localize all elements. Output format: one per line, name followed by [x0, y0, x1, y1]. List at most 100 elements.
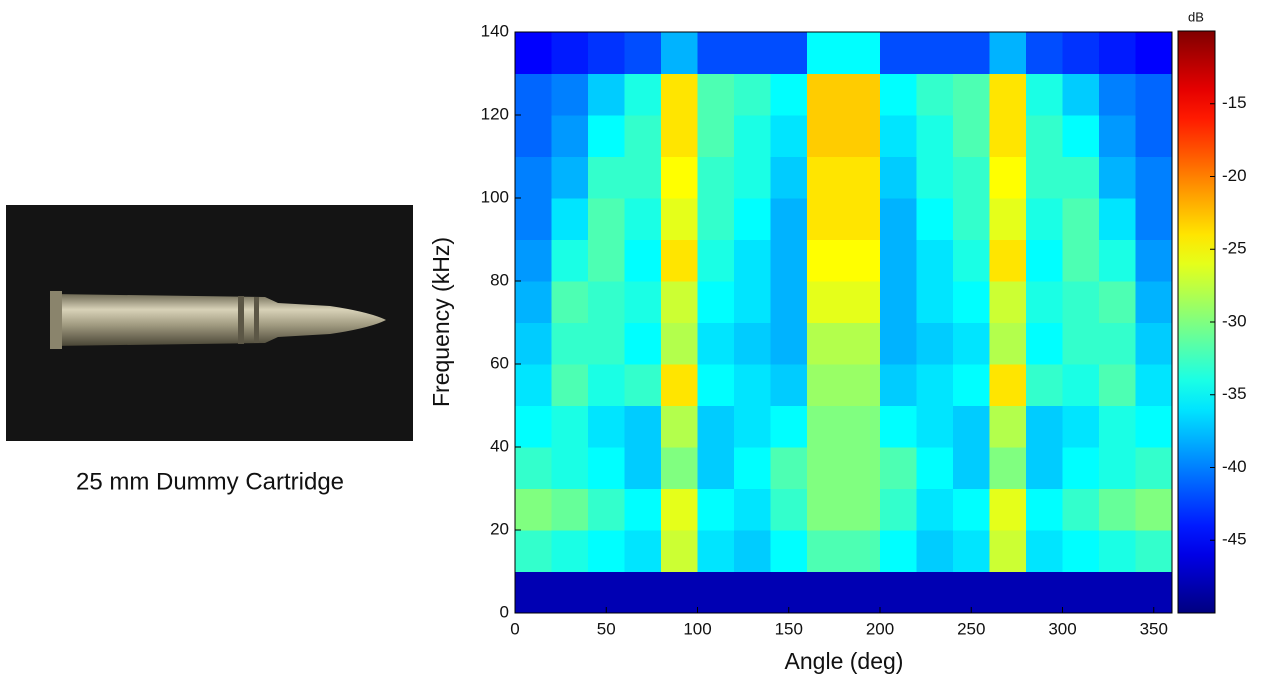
- heatmap-cell: [807, 198, 844, 240]
- heatmap-cell: [734, 73, 771, 116]
- heatmap-cell: [843, 530, 881, 572]
- heatmap-cell: [624, 198, 662, 240]
- heatmap-cell: [916, 198, 954, 240]
- heatmap-cell: [880, 32, 917, 74]
- heatmap-cell: [1026, 530, 1063, 572]
- heatmap-cell: [697, 447, 735, 489]
- y-tick-label: 100: [481, 187, 509, 206]
- heatmap-cell: [697, 73, 735, 116]
- heatmap-cell: [1062, 405, 1100, 448]
- heatmap-cell: [1026, 281, 1063, 323]
- plot-area: [515, 32, 1173, 614]
- heatmap-cell: [880, 571, 917, 614]
- heatmap-cell: [953, 405, 990, 448]
- heatmap-cell: [989, 32, 1027, 74]
- heatmap-cell: [697, 571, 735, 614]
- heatmap-cell: [515, 115, 552, 157]
- heatmap-cell: [1026, 73, 1063, 116]
- heatmap-cell: [1026, 198, 1063, 240]
- heatmap-cell: [1135, 115, 1173, 157]
- heatmap-cell: [515, 281, 552, 323]
- heatmap-cell: [916, 115, 954, 157]
- heatmap-cell: [661, 32, 698, 74]
- y-axis-label: Frequency (kHz): [428, 237, 454, 407]
- heatmap-cell: [697, 115, 735, 157]
- heatmap-cell: [661, 488, 698, 531]
- heatmap-cell: [880, 364, 917, 406]
- heatmap-cell: [880, 156, 917, 199]
- heatmap-cell: [551, 73, 589, 116]
- heatmap-cell: [697, 488, 735, 531]
- heatmap-cell: [953, 239, 990, 282]
- heatmap-cell: [916, 447, 954, 489]
- heatmap-cell: [843, 405, 881, 448]
- heatmap-cell: [843, 115, 881, 157]
- heatmap-cell: [588, 73, 625, 116]
- heatmap-cell: [588, 115, 625, 157]
- heatmap-cell: [989, 156, 1027, 199]
- heatmap-cell: [734, 281, 771, 323]
- heatmap-cell: [661, 530, 698, 572]
- heatmap-cell: [697, 281, 735, 323]
- x-axis-label: Angle (deg): [785, 648, 904, 674]
- heatmap-cell: [916, 322, 954, 365]
- x-tick-label: 50: [597, 619, 616, 638]
- heatmap-cell: [624, 447, 662, 489]
- heatmap-cell: [1135, 447, 1173, 489]
- heatmap-cell: [843, 322, 881, 365]
- heatmap-cell: [843, 156, 881, 199]
- heatmap-cell: [953, 73, 990, 116]
- heatmap-cell: [697, 239, 735, 282]
- colorbar-tick-label: -25: [1222, 239, 1247, 258]
- heatmap-cell: [770, 239, 808, 282]
- heatmap-cell: [1062, 239, 1100, 282]
- heatmap-cell: [661, 405, 698, 448]
- heatmap-cell: [807, 281, 844, 323]
- heatmap-cell: [916, 571, 954, 614]
- heatmap-cell: [588, 32, 625, 74]
- heatmap-cell: [843, 32, 881, 74]
- heatmap-cell: [807, 488, 844, 531]
- heatmap-cell: [661, 73, 698, 116]
- heatmap-cell: [916, 364, 954, 406]
- heatmap-cell: [515, 530, 552, 572]
- heatmap-cell: [953, 156, 990, 199]
- heatmap-cell: [588, 530, 625, 572]
- heatmap-cell: [515, 198, 552, 240]
- heatmap-cell: [588, 322, 625, 365]
- heatmap-cell: [953, 32, 990, 74]
- heatmap-cell: [551, 156, 589, 199]
- heatmap-cell: [624, 73, 662, 116]
- heatmap-cell: [588, 239, 625, 282]
- heatmap-cell: [770, 530, 808, 572]
- plot-frame: [514, 31, 1173, 614]
- x-tick-label: 250: [957, 619, 985, 638]
- heatmap-cell: [661, 281, 698, 323]
- heatmap-cell: [807, 405, 844, 448]
- heatmap-cell: [661, 239, 698, 282]
- heatmap-cell: [1026, 364, 1063, 406]
- heatmap-cell: [515, 364, 552, 406]
- heatmap-cell: [843, 281, 881, 323]
- heatmap-cell: [624, 156, 662, 199]
- heatmap-cell: [989, 447, 1027, 489]
- heatmap-cell: [770, 156, 808, 199]
- heatmap-cell: [843, 571, 881, 614]
- heatmap-cell: [734, 364, 771, 406]
- y-tick-label: 60: [490, 353, 509, 372]
- heatmap-cell: [1135, 73, 1173, 116]
- heatmap-cell: [989, 571, 1027, 614]
- heatmap-cell: [1135, 364, 1173, 406]
- heatmap-cell: [770, 364, 808, 406]
- heatmap-cell: [551, 239, 589, 282]
- heatmap-cell: [734, 115, 771, 157]
- heatmap-cell: [1099, 322, 1136, 365]
- colorbar-tick-label: -30: [1222, 311, 1247, 330]
- heatmap-cell: [697, 530, 735, 572]
- heatmap-cell: [1099, 115, 1136, 157]
- heatmap-cell: [953, 447, 990, 489]
- heatmap-cell: [734, 447, 771, 489]
- x-tick-label: 300: [1048, 619, 1076, 638]
- heatmap-cell: [880, 488, 917, 531]
- heatmap-cell: [624, 405, 662, 448]
